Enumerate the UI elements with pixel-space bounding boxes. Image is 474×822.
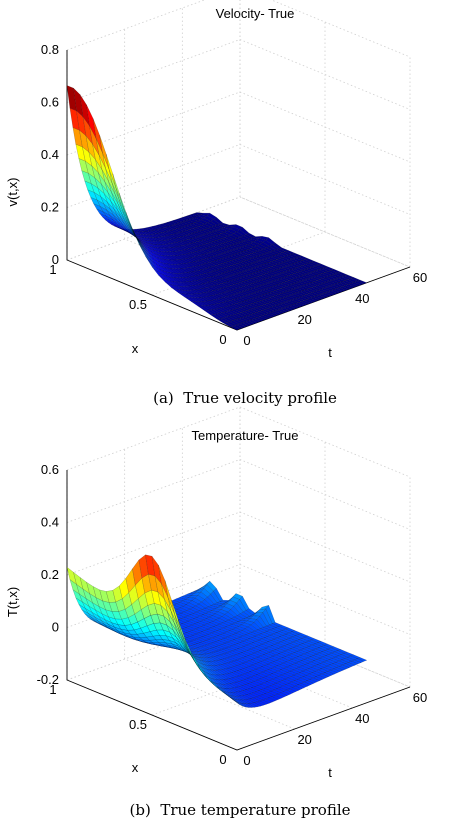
surface-patch	[230, 697, 240, 705]
t-tick-label: 60	[413, 690, 427, 705]
t-tick-label: 60	[413, 270, 427, 285]
velocity-title: Velocity- True	[216, 6, 295, 21]
z-tick-label: -0.2	[37, 672, 59, 687]
x-tick-label: 0	[219, 752, 226, 767]
temperature-panel: Temperature- True -0.2 0 0.2 0.4 0.6 1 0.5 0 0 20…	[5, 406, 427, 819]
x-tick-label: 1	[49, 682, 56, 697]
velocity-x-axis-label: x	[132, 341, 139, 356]
t-tick-label: 20	[297, 732, 311, 747]
t-tick-label: 0	[243, 333, 250, 348]
surface-patch	[230, 325, 241, 331]
z-tick-label: 0.2	[41, 200, 59, 215]
temperature-caption: (b) True temperature profile	[129, 801, 350, 819]
t-tick-label: 40	[355, 711, 369, 726]
velocity-caption: (a) True velocity profile	[153, 389, 337, 407]
t-tick-label: 40	[355, 291, 369, 306]
z-tick-label: 0.6	[41, 95, 59, 110]
temperature-title: Temperature- True	[192, 428, 299, 443]
temperature-z-axis-label: T(t,x)	[5, 587, 20, 617]
z-tick-label: 0	[52, 620, 59, 635]
temperature-t-axis-label: t	[328, 765, 332, 780]
t-tick-label: 0	[243, 753, 250, 768]
velocity-panel: Velocity- True 0 0.2 0.4 0.6 0.8 1 0.5 0 0 20 40 60…	[5, 0, 427, 407]
z-tick-label: 0.4	[41, 147, 59, 162]
x-tick-label: 0	[219, 332, 226, 347]
z-tick-label: 0.6	[41, 462, 59, 477]
z-tick-label: 0.4	[41, 515, 59, 530]
velocity-surface	[66, 85, 368, 331]
velocity-t-axis-label: t	[328, 345, 332, 360]
x-tick-label: 0.5	[129, 717, 147, 732]
z-tick-label: 0	[52, 252, 59, 267]
z-tick-label: 0.8	[41, 42, 59, 57]
x-tick-label: 0.5	[129, 297, 147, 312]
velocity-z-axis-label: v(t,x)	[5, 178, 20, 207]
x-tick-label: 1	[49, 262, 56, 277]
z-tick-label: 0.2	[41, 567, 59, 582]
temperature-x-axis-label: x	[132, 760, 139, 775]
temperature-surface	[66, 554, 368, 708]
t-tick-label: 20	[297, 312, 311, 327]
